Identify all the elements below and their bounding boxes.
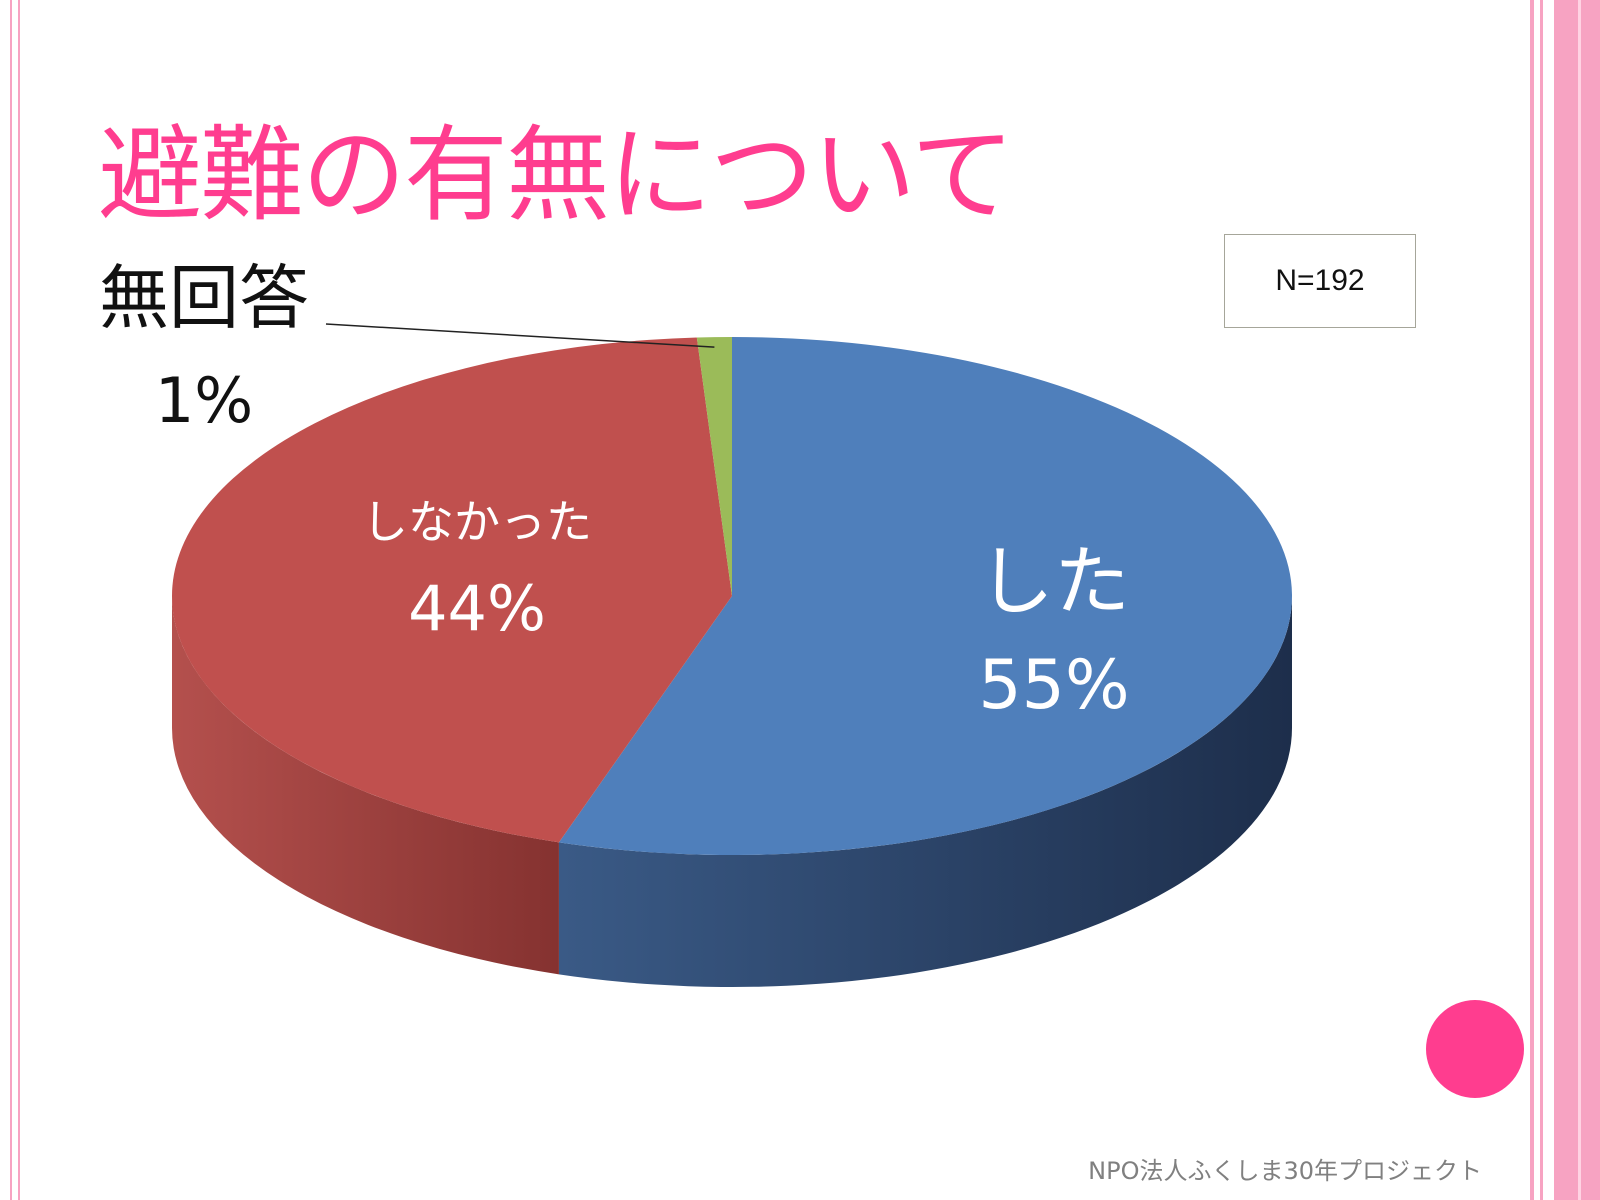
frame-line-left-2 <box>18 0 20 1200</box>
slice-did-not-value: 44% <box>408 572 546 645</box>
slice-did-label: した <box>978 537 1130 626</box>
slice-no-answer-label: 無回答 <box>99 257 309 339</box>
frame-line-right-2 <box>1540 0 1543 1200</box>
slice-did-not <box>172 337 733 843</box>
frame-line-left-1 <box>10 0 12 1200</box>
slice-did <box>558 337 1293 855</box>
slice-no-answer-value: 1% <box>155 364 253 437</box>
slice-did-not-label: しなかった <box>362 495 592 549</box>
sample-size-label: N=192 <box>1275 264 1365 297</box>
slice-did-side <box>558 596 1292 987</box>
slice-did-value: 55% <box>978 646 1129 725</box>
footer-credit: NPO法人ふくしま30年プロジェクト <box>1088 1157 1482 1185</box>
frame-band-right-stripe <box>1578 0 1581 1200</box>
frame-band-right <box>1554 0 1600 1200</box>
slide-title: 避難の有無について <box>98 114 1015 236</box>
slice-did-not-side <box>172 596 559 975</box>
frame-line-right-1 <box>1530 0 1534 1200</box>
sample-size-box: N=192 <box>1224 234 1416 328</box>
decorative-dot <box>1426 1000 1524 1098</box>
slice-no-answer <box>696 337 732 596</box>
slice-no-answer-leader-line <box>325 323 715 348</box>
